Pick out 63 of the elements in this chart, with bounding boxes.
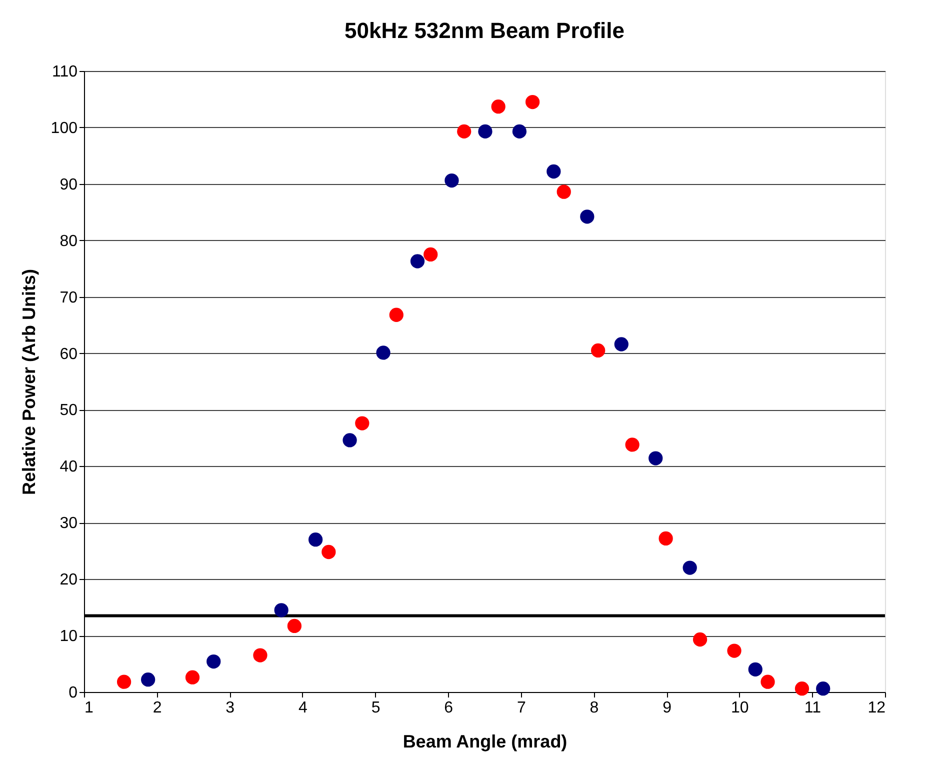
point <box>444 173 459 188</box>
x-tick-label: 11 <box>804 700 822 716</box>
point <box>185 670 200 684</box>
y-tick-label: 70 <box>60 289 78 306</box>
x-axis-title: Beam Angle (mrad) <box>402 732 568 752</box>
x-tick-label: 4 <box>298 700 308 716</box>
point <box>727 644 742 658</box>
point <box>424 247 438 262</box>
chart-title: 50kHz 532nm Beam Profile <box>344 18 625 43</box>
point <box>556 184 571 199</box>
x-tick-label: 9 <box>662 700 672 716</box>
point <box>648 451 663 466</box>
point <box>274 603 288 618</box>
y-tick-label: 50 <box>60 402 78 420</box>
point <box>760 674 775 689</box>
point <box>308 532 323 547</box>
point <box>253 648 268 662</box>
x-tick-label: 7 <box>516 700 526 716</box>
point <box>410 254 425 268</box>
point <box>512 124 527 138</box>
y-tick-label: 10 <box>60 628 78 646</box>
y-tick-label: 100 <box>50 120 78 137</box>
point <box>794 682 810 696</box>
x-tick-label: 8 <box>590 700 599 716</box>
point <box>816 682 830 696</box>
point <box>625 438 640 452</box>
point <box>591 343 606 358</box>
point <box>141 672 156 687</box>
y-axis-title: Relative Power (Arb Units) <box>18 268 39 496</box>
point <box>355 416 370 430</box>
point <box>376 346 390 360</box>
point <box>116 674 132 689</box>
x-tick-label: 5 <box>371 700 380 716</box>
y-tick-label: 110 <box>52 64 78 80</box>
point <box>206 654 221 669</box>
y-tick-label: 30 <box>60 515 78 532</box>
x-tick-label: 2 <box>152 700 162 716</box>
point <box>580 210 594 224</box>
point <box>478 124 492 138</box>
point <box>491 100 506 114</box>
x-tick-label: 10 <box>730 700 749 716</box>
point <box>457 124 472 138</box>
y-tick-label: 60 <box>60 346 78 363</box>
point <box>614 337 628 352</box>
point <box>748 662 762 676</box>
y-tick-label: 90 <box>60 176 78 194</box>
point <box>342 433 357 448</box>
y-tick-label: 80 <box>60 232 78 250</box>
point <box>692 632 708 647</box>
point <box>287 618 302 634</box>
point <box>322 544 336 560</box>
point <box>525 94 540 110</box>
y-tick-label: 0 <box>68 684 78 702</box>
x-tick-label: 1 <box>84 700 94 716</box>
y-tick-label: 20 <box>60 572 78 589</box>
x-tick-label: 3 <box>226 700 235 716</box>
point <box>546 164 561 179</box>
point <box>682 560 697 575</box>
y-tick-label: 40 <box>60 458 78 476</box>
x-tick-label: 6 <box>444 700 454 716</box>
point <box>389 308 404 322</box>
x-tick-label: 12 <box>868 700 886 716</box>
point <box>658 531 673 546</box>
